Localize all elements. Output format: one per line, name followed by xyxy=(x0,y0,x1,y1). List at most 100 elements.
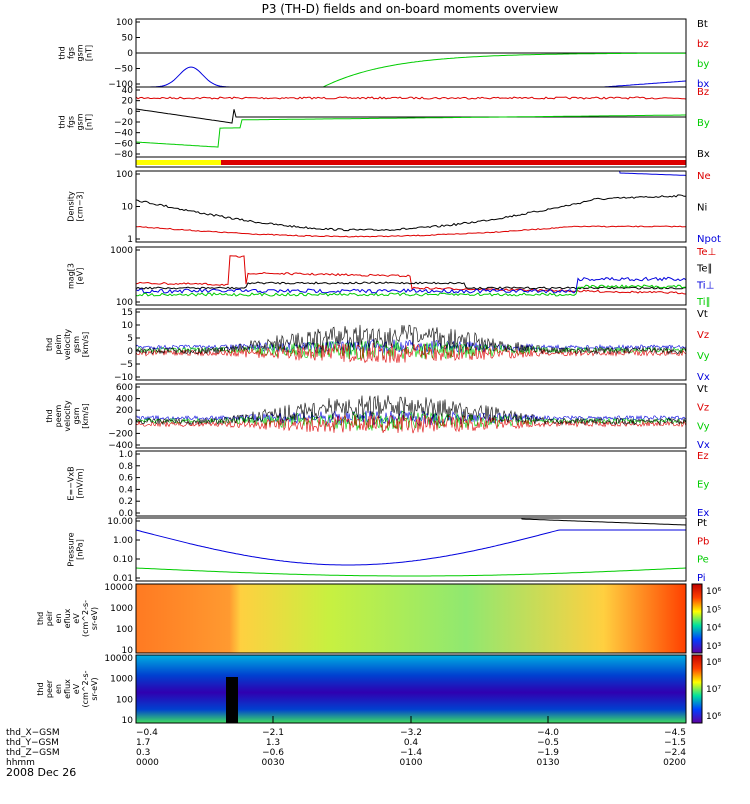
x-row-value: −4.0 xyxy=(537,728,559,738)
v-black-line xyxy=(136,324,686,356)
ylabel-line: [nT] xyxy=(85,45,94,61)
panel-data xyxy=(136,518,686,577)
legend-entry: Vz xyxy=(697,403,709,414)
ylabel-line: en xyxy=(54,684,63,694)
pt-line xyxy=(521,518,686,526)
panel-efield: E=−VxB [mV/m] 1.0 0.8 0.60.4 0.2 0.0 Ez Ey Ex xyxy=(67,450,710,519)
colorbar-label: 10⁶ xyxy=(706,587,721,597)
y-tick-label: 100 xyxy=(116,18,133,28)
legend-entry: Te∥ xyxy=(696,264,713,275)
mode-bar-fast xyxy=(221,160,686,165)
y-tick-label: 0.01 xyxy=(113,574,133,584)
panel-mode xyxy=(135,156,687,168)
y-tick-label: −50 xyxy=(114,65,133,75)
ylabel-line: gsm xyxy=(72,407,81,424)
panel-ylabel: mag[3 [eV] xyxy=(67,263,85,289)
legend-entry: Vy xyxy=(697,351,710,362)
ylabel-line: sr-eV) xyxy=(90,607,99,630)
y-tick-label: 1.0 xyxy=(119,450,134,460)
ylabel-line: eV xyxy=(72,613,81,624)
legend-entry: Vy xyxy=(697,421,710,432)
panel-ylabel: thd peer en eflux eV (cm^2-s-sr-eV) xyxy=(36,670,99,707)
y-tick-label: −20 xyxy=(114,118,133,128)
y-tick-label: 0.6 xyxy=(119,474,134,484)
pe-line xyxy=(136,567,686,577)
y-tick-label: 10 xyxy=(122,321,134,331)
te-par-line xyxy=(136,281,686,290)
x-row-value: −3.2 xyxy=(400,728,422,738)
y-tick-label: 1 xyxy=(127,235,133,245)
panel-frame xyxy=(135,156,687,168)
v-blue-line xyxy=(136,338,686,355)
ylabel-line: peem xyxy=(54,404,63,427)
legend-entry: Te⊥ xyxy=(696,247,716,258)
v-red-line xyxy=(136,413,686,434)
x-row-label: thd_X−GSM xyxy=(6,728,60,738)
y-tick-label: −80 xyxy=(114,150,133,160)
panel-ylabel: Pressure [nPa] xyxy=(67,532,85,566)
y-tick-label: 10000 xyxy=(104,583,133,593)
mode-bar-slow xyxy=(136,160,221,165)
by-line xyxy=(136,114,686,148)
panel-data xyxy=(136,255,686,297)
ylabel-line: thd xyxy=(58,115,67,128)
y-tick-label: 0.2 xyxy=(119,497,133,507)
x-row-value: −0.6 xyxy=(262,748,284,758)
panel-data xyxy=(136,96,686,148)
ylabel-line: Density xyxy=(67,191,76,222)
ti-par-line xyxy=(136,284,686,297)
y-tick-label: −60 xyxy=(114,139,133,149)
x-row-value: 1.3 xyxy=(266,738,280,748)
panel-ylabel: thd fgs gsm [nT] xyxy=(58,113,94,130)
colorbar-label: 10⁸ xyxy=(706,658,721,668)
x-axis-labels: thd_X−GSM −0.4 −2.1 −3.2 −4.0 −4.5 thd_Y−GSM 1.… xyxy=(6,716,687,768)
ni-line xyxy=(136,194,686,232)
colorbar xyxy=(691,654,703,724)
x-row-value: −2.1 xyxy=(262,728,284,738)
x-row-value: 0200 xyxy=(663,758,686,768)
by-line xyxy=(322,52,686,87)
panel-data xyxy=(136,160,686,165)
plot-title: P3 (TH-D) fields and on-board moments ov… xyxy=(262,2,559,16)
panel-vperp: thd peim velocity gsm [km/s] 15 10 5 0 −5 −10 Vt Vz V… xyxy=(45,308,710,383)
ylabel-line: (cm^2-s- xyxy=(81,670,90,707)
ylabel-line: eflux xyxy=(63,608,72,628)
ylabel-line: velocity xyxy=(63,329,72,361)
panel-frame xyxy=(135,170,687,243)
legend-entry: Bt xyxy=(697,19,708,30)
panel-fgs_sm: thd fgs gsm [nT] 100 50 0 −50 −100 Bt bz by bx xyxy=(58,18,710,90)
ylabel-line: thd xyxy=(45,409,54,422)
panel-ylabel: thd peim velocity gsm [km/s] xyxy=(45,329,90,361)
y-tick-label: 10 xyxy=(122,646,134,656)
x-row-value: −2.4 xyxy=(664,748,686,758)
legend-entry: Vz xyxy=(697,330,709,341)
date-label: 2008 Dec 26 xyxy=(6,766,76,779)
ylabel-line: E=−VxB xyxy=(67,466,76,500)
y-tick-label: 0.0 xyxy=(119,509,134,519)
bz-line xyxy=(136,96,686,100)
bx-line xyxy=(136,108,686,124)
x-row-label: thd_Y−GSM xyxy=(6,738,59,748)
y-tick-label: 200 xyxy=(116,406,133,416)
panel-ylabel: thd peem velocity gsm [km/s] xyxy=(45,400,90,432)
legend-entry: Pe xyxy=(697,555,709,566)
y-tick-label: 1000 xyxy=(110,604,133,614)
y-tick-label: 10.00 xyxy=(107,517,133,527)
legend-entry: by xyxy=(697,59,709,70)
ylabel-line: gsm xyxy=(76,44,85,61)
legend-entry: Ex xyxy=(697,508,709,519)
panel-frame xyxy=(135,583,687,654)
x-row-value: −0.4 xyxy=(136,728,158,738)
y-tick-label: 1.00 xyxy=(113,536,133,546)
ylabel-line: (cm^2-s- xyxy=(81,600,90,637)
colorbar-label: 10⁷ xyxy=(706,685,721,695)
y-tick-label: −40 xyxy=(114,129,133,139)
ne-line xyxy=(136,225,686,238)
ylabel-line: [km/s] xyxy=(81,403,90,429)
x-row-label: thd_Z−GSM xyxy=(6,748,60,758)
panel-elec_spec: thd peer en eflux eV (cm^2-s-sr-eV) 10000 1000 1… xyxy=(36,654,721,726)
ylabel-line: thd xyxy=(36,682,45,695)
ylabel-line: eV xyxy=(72,683,81,694)
